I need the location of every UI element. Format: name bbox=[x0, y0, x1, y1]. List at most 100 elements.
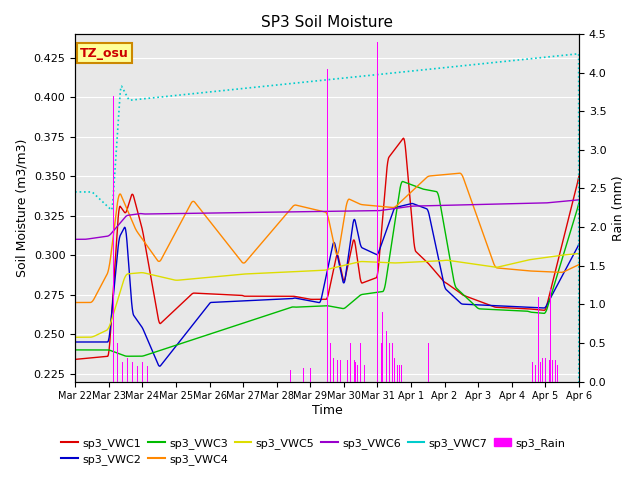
Bar bbox=[382, 312, 383, 382]
Line: sp3_VWC7: sp3_VWC7 bbox=[75, 54, 579, 480]
Bar bbox=[355, 362, 356, 382]
Bar bbox=[357, 364, 358, 382]
sp3_VWC1 bbox=[285, 293, 292, 299]
Bar bbox=[137, 366, 138, 382]
sp3_VWC2 bbox=[296, 296, 303, 302]
sp3_VWC4 bbox=[575, 262, 583, 267]
sp3_VWC3 bbox=[296, 304, 303, 310]
Y-axis label: Soil Moisture (m3/m3): Soil Moisture (m3/m3) bbox=[15, 139, 28, 277]
Line: sp3_VWC1: sp3_VWC1 bbox=[75, 138, 579, 360]
sp3_VWC7 bbox=[575, 51, 582, 57]
Line: sp3_VWC6: sp3_VWC6 bbox=[75, 200, 579, 240]
sp3_VWC7 bbox=[285, 81, 292, 86]
Bar bbox=[354, 360, 355, 382]
Line: sp3_VWC2: sp3_VWC2 bbox=[75, 204, 579, 366]
sp3_VWC7 bbox=[296, 80, 303, 85]
sp3_VWC6 bbox=[296, 209, 303, 215]
Bar bbox=[394, 359, 395, 382]
sp3_VWC7 bbox=[358, 73, 365, 79]
sp3_VWC3 bbox=[285, 305, 293, 311]
Bar bbox=[147, 366, 148, 382]
Bar bbox=[127, 359, 128, 382]
sp3_VWC6 bbox=[131, 212, 138, 217]
sp3_VWC6 bbox=[71, 237, 79, 242]
sp3_VWC7 bbox=[305, 79, 312, 84]
sp3_VWC3 bbox=[131, 353, 139, 359]
sp3_VWC3 bbox=[399, 179, 406, 184]
sp3_VWC6 bbox=[110, 227, 118, 233]
Bar bbox=[360, 343, 362, 382]
Bar bbox=[340, 360, 341, 382]
sp3_VWC5 bbox=[110, 309, 118, 314]
sp3_VWC2 bbox=[358, 245, 366, 251]
sp3_VWC7 bbox=[131, 97, 138, 103]
sp3_VWC5 bbox=[305, 268, 312, 274]
Y-axis label: Rain (mm): Rain (mm) bbox=[612, 175, 625, 240]
Bar bbox=[350, 343, 351, 382]
Bar bbox=[327, 69, 328, 382]
Bar bbox=[330, 343, 331, 382]
Bar bbox=[428, 343, 429, 382]
Bar bbox=[116, 343, 118, 382]
sp3_VWC4 bbox=[131, 224, 138, 230]
Bar bbox=[389, 343, 390, 382]
sp3_VWC1 bbox=[400, 135, 408, 141]
sp3_VWC1 bbox=[305, 296, 312, 302]
sp3_VWC3 bbox=[110, 349, 118, 355]
sp3_VWC2 bbox=[575, 241, 583, 247]
Bar bbox=[310, 368, 311, 382]
sp3_VWC4 bbox=[285, 208, 292, 214]
Bar bbox=[538, 297, 540, 382]
sp3_VWC3 bbox=[71, 347, 79, 353]
sp3_VWC1 bbox=[110, 275, 118, 280]
Bar bbox=[113, 96, 115, 382]
sp3_VWC6 bbox=[305, 209, 312, 215]
Bar bbox=[535, 364, 536, 382]
sp3_VWC3 bbox=[305, 304, 312, 310]
sp3_VWC2 bbox=[110, 285, 118, 291]
sp3_VWC6 bbox=[358, 208, 365, 214]
sp3_VWC4 bbox=[71, 300, 79, 305]
sp3_VWC1 bbox=[296, 294, 303, 300]
Line: sp3_VWC3: sp3_VWC3 bbox=[75, 181, 579, 356]
sp3_VWC3 bbox=[358, 291, 366, 297]
sp3_VWC4 bbox=[305, 205, 312, 211]
Title: SP3 Soil Moisture: SP3 Soil Moisture bbox=[261, 15, 393, 30]
sp3_VWC5 bbox=[296, 268, 303, 274]
sp3_VWC2 bbox=[156, 363, 164, 369]
sp3_VWC1 bbox=[358, 280, 365, 286]
sp3_VWC2 bbox=[408, 201, 416, 206]
sp3_VWC5 bbox=[285, 269, 292, 275]
Bar bbox=[542, 359, 543, 382]
sp3_VWC1 bbox=[575, 173, 583, 179]
Bar bbox=[552, 360, 553, 382]
sp3_VWC5 bbox=[575, 251, 583, 256]
Bar bbox=[545, 359, 546, 382]
sp3_VWC2 bbox=[285, 296, 293, 301]
sp3_VWC2 bbox=[131, 314, 138, 320]
sp3_VWC2 bbox=[305, 298, 312, 303]
Bar bbox=[385, 331, 387, 382]
Bar bbox=[401, 364, 402, 382]
sp3_VWC4 bbox=[358, 202, 365, 207]
Bar bbox=[397, 364, 398, 382]
sp3_VWC6 bbox=[285, 209, 292, 215]
sp3_VWC4 bbox=[456, 170, 463, 176]
Line: sp3_VWC4: sp3_VWC4 bbox=[75, 173, 579, 302]
sp3_VWC1 bbox=[131, 197, 138, 203]
Bar bbox=[142, 362, 143, 382]
sp3_VWC2 bbox=[71, 339, 79, 345]
Bar bbox=[337, 360, 338, 382]
Text: TZ_osu: TZ_osu bbox=[80, 47, 129, 60]
Bar bbox=[550, 289, 551, 382]
Bar bbox=[377, 42, 378, 382]
Bar bbox=[333, 359, 335, 382]
Bar bbox=[548, 360, 550, 382]
sp3_VWC6 bbox=[575, 197, 583, 203]
Bar bbox=[303, 368, 304, 382]
sp3_VWC5 bbox=[131, 270, 138, 276]
Bar bbox=[540, 362, 541, 382]
sp3_VWC5 bbox=[358, 259, 365, 264]
sp3_VWC5 bbox=[71, 335, 79, 340]
sp3_VWC7 bbox=[110, 180, 118, 186]
